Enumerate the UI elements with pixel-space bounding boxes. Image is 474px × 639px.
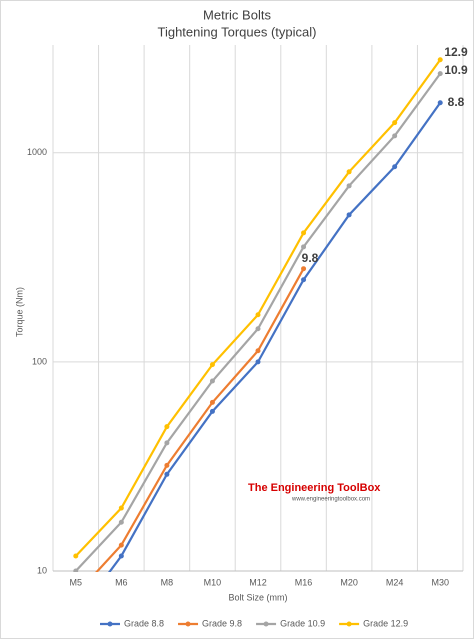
x-tick-label: M12: [249, 577, 267, 587]
chart-title: Metric Bolts: [203, 7, 271, 22]
data-point: [255, 359, 261, 365]
legend-label: Grade 8.8: [124, 618, 164, 628]
annotation: 9.8: [302, 251, 319, 265]
data-point: [301, 266, 307, 272]
data-point: [301, 277, 307, 283]
x-axis-label: Bolt Size (mm): [228, 592, 287, 602]
data-point: [118, 553, 124, 559]
data-point: [301, 230, 307, 236]
plot-area: [73, 57, 443, 572]
data-point: [209, 408, 215, 414]
data-point: [118, 505, 124, 511]
data-point: [164, 471, 170, 477]
data-point: [209, 362, 215, 368]
legend-label: Grade 9.8: [202, 618, 242, 628]
series-line: [95, 268, 305, 572]
data-point: [255, 312, 261, 318]
watermark-url: www.engineeringtoolbox.com: [291, 497, 370, 503]
x-tick-label: M6: [115, 577, 128, 587]
annotation: 10.9: [444, 63, 468, 77]
data-point: [255, 348, 261, 354]
legend-marker: [107, 621, 113, 627]
data-point: [346, 183, 352, 189]
data-point: [346, 169, 352, 175]
data-point: [164, 462, 170, 468]
data-point: [437, 71, 443, 77]
data-point: [209, 399, 215, 405]
y-tick-label: 10: [37, 565, 47, 575]
legend-marker: [185, 621, 191, 627]
y-tick-label: 100: [32, 356, 47, 366]
data-point: [164, 440, 170, 446]
watermark-title: The Engineering ToolBox: [248, 482, 381, 494]
y-axis-label: Torque (Nm): [14, 287, 24, 337]
data-point: [437, 57, 443, 63]
x-tick-label: M30: [431, 577, 449, 587]
annotation: 12.9: [444, 45, 468, 59]
x-tick-label: M24: [386, 577, 404, 587]
data-point: [164, 424, 170, 430]
legend-label: Grade 10.9: [280, 618, 325, 628]
chart-subtitle: Tightening Torques (typical): [158, 24, 317, 39]
annotation: 8.8: [448, 95, 465, 109]
data-point: [118, 542, 124, 548]
legend-marker: [346, 621, 352, 627]
x-tick-label: M8: [161, 577, 174, 587]
x-tick-label: M5: [70, 577, 83, 587]
data-point: [209, 378, 215, 384]
data-point: [73, 568, 79, 572]
data-point: [437, 100, 443, 106]
y-tick-label: 1000: [27, 147, 47, 157]
legend-marker: [263, 621, 269, 627]
data-point: [392, 120, 398, 126]
data-point: [346, 212, 352, 218]
x-tick-label: M16: [295, 577, 313, 587]
data-point: [255, 326, 261, 332]
x-tick-label: M20: [340, 577, 358, 587]
x-tick-label: M10: [204, 577, 222, 587]
legend-label: Grade 12.9: [363, 618, 408, 628]
data-point: [392, 164, 398, 170]
data-point: [118, 519, 124, 525]
data-point: [301, 244, 307, 250]
data-point: [73, 553, 79, 559]
data-point: [392, 133, 398, 139]
